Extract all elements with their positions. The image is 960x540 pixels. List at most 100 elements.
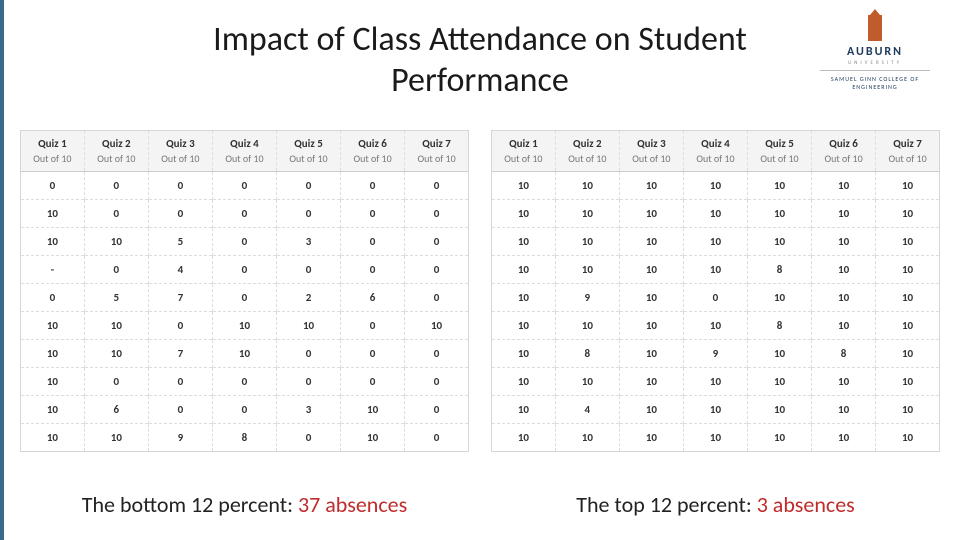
quiz-score-cell: 10 xyxy=(619,340,683,368)
table-row: 1010101081010 xyxy=(492,256,939,284)
quiz-score-cell: 0 xyxy=(277,256,341,284)
quiz-score-cell: 10 xyxy=(812,424,876,452)
auburn-logo: AUBURN UNIVERSITY SAMUEL GINN COLLEGE OF… xyxy=(820,15,930,91)
quiz-header-sub: Out of 10 xyxy=(558,152,617,169)
logo-subtitle: UNIVERSITY xyxy=(820,60,930,66)
quiz-header-label: Quiz 2 xyxy=(102,137,131,150)
quiz-score-cell: 0 xyxy=(212,172,276,200)
table-row: -040000 xyxy=(21,256,468,284)
quiz-score-cell: 10 xyxy=(492,284,555,312)
quiz-score-cell: 0 xyxy=(341,368,405,396)
quiz-score-cell: 10 xyxy=(812,172,876,200)
quiz-score-cell: 10 xyxy=(21,424,84,452)
quiz-header-label: Quiz 3 xyxy=(166,137,195,150)
quiz-score-cell: 10 xyxy=(277,312,341,340)
quiz-score-cell: 10 xyxy=(84,340,148,368)
table-row: 109100101010 xyxy=(492,284,939,312)
table-row: 106003100 xyxy=(21,396,468,424)
quiz-score-cell: 10 xyxy=(876,312,939,340)
table-row: 1041010101010 xyxy=(492,396,939,424)
quiz-header: Quiz 3Out of 10 xyxy=(619,131,683,172)
quiz-score-cell: 10 xyxy=(748,424,812,452)
tables-container: Quiz 1Out of 10Quiz 2Out of 10Quiz 3Out … xyxy=(20,130,940,452)
quiz-header: Quiz 5Out of 10 xyxy=(277,131,341,172)
quiz-score-cell: 3 xyxy=(277,228,341,256)
quiz-score-cell: 10 xyxy=(21,368,84,396)
quiz-score-cell: 10 xyxy=(876,172,939,200)
quiz-score-cell: 0 xyxy=(212,256,276,284)
quiz-score-cell: 10 xyxy=(21,340,84,368)
quiz-score-cell: 0 xyxy=(277,424,341,452)
quiz-header: Quiz 4Out of 10 xyxy=(212,131,276,172)
quiz-header: Quiz 6Out of 10 xyxy=(341,131,405,172)
quiz-score-cell: 10 xyxy=(555,424,619,452)
quiz-score-cell: 10 xyxy=(812,228,876,256)
quiz-score-cell: 10 xyxy=(876,284,939,312)
quiz-score-cell: 10 xyxy=(492,200,555,228)
quiz-score-cell: 10 xyxy=(84,424,148,452)
page-title: Impact of Class Attendance on Student Pe… xyxy=(200,20,760,102)
quiz-score-cell: 10 xyxy=(748,284,812,312)
quiz-score-cell: 0 xyxy=(84,368,148,396)
quiz-score-cell: 10 xyxy=(555,312,619,340)
quiz-header-sub: Out of 10 xyxy=(23,152,82,169)
quiz-score-cell: 0 xyxy=(148,172,212,200)
quiz-score-cell: 10 xyxy=(876,228,939,256)
bottom-caption: The bottom 12 percent: 37 absences xyxy=(20,491,469,518)
quiz-score-cell: 10 xyxy=(619,312,683,340)
quiz-score-cell: 10 xyxy=(21,312,84,340)
quiz-score-cell: 10 xyxy=(555,228,619,256)
quiz-score-cell: 0 xyxy=(405,172,468,200)
quiz-score-cell: 10 xyxy=(84,312,148,340)
quiz-header-label: Quiz 1 xyxy=(509,137,538,150)
quiz-header-sub: Out of 10 xyxy=(622,152,681,169)
logo-divider xyxy=(820,70,930,71)
quiz-header-label: Quiz 5 xyxy=(765,137,794,150)
quiz-score-cell: 0 xyxy=(277,172,341,200)
bottom-caption-highlight: 37 absences xyxy=(298,491,407,518)
quiz-score-cell: 0 xyxy=(212,368,276,396)
top-12-table: Quiz 1Out of 10Quiz 2Out of 10Quiz 3Out … xyxy=(491,130,940,452)
quiz-score-cell: 0 xyxy=(405,256,468,284)
quiz-score-cell: 10 xyxy=(812,256,876,284)
quiz-score-cell: 0 xyxy=(212,228,276,256)
bottom-12-table: Quiz 1Out of 10Quiz 2Out of 10Quiz 3Out … xyxy=(20,130,469,452)
quiz-score-cell: 10 xyxy=(492,172,555,200)
quiz-header: Quiz 1Out of 10 xyxy=(492,131,555,172)
quiz-score-cell: 0 xyxy=(341,312,405,340)
quiz-score-cell: 0 xyxy=(212,396,276,424)
table-row: 10101010101010 xyxy=(492,200,939,228)
quiz-score-cell: 6 xyxy=(341,284,405,312)
quiz-score-cell: 10 xyxy=(405,312,468,340)
bottom-caption-prefix: The bottom 12 percent: xyxy=(82,491,298,518)
quiz-score-cell: 8 xyxy=(555,340,619,368)
quiz-score-cell: 0 xyxy=(277,200,341,228)
quiz-score-cell: 10 xyxy=(748,172,812,200)
table-row: 10000000 xyxy=(21,200,468,228)
quiz-score-cell: 10 xyxy=(555,172,619,200)
table-row: 101050300 xyxy=(21,228,468,256)
quiz-header-sub: Out of 10 xyxy=(151,152,210,169)
quiz-score-cell: 8 xyxy=(748,256,812,284)
quiz-score-cell: 3 xyxy=(277,396,341,424)
quiz-score-cell: 10 xyxy=(619,368,683,396)
quiz-score-cell: 0 xyxy=(212,284,276,312)
quiz-score-cell: 10 xyxy=(748,368,812,396)
quiz-header-label: Quiz 4 xyxy=(701,137,730,150)
quiz-score-cell: 8 xyxy=(748,312,812,340)
quiz-score-cell: 10 xyxy=(619,256,683,284)
quiz-header-sub: Out of 10 xyxy=(750,152,809,169)
quiz-score-cell: 0 xyxy=(405,340,468,368)
table-row: 0570260 xyxy=(21,284,468,312)
quiz-header: Quiz 2 Out of 10 xyxy=(84,131,148,172)
quiz-header: Quiz 6Out of 10 xyxy=(812,131,876,172)
quiz-score-cell: 10 xyxy=(812,200,876,228)
quiz-score-cell: 0 xyxy=(341,172,405,200)
quiz-header: Quiz 3 Out of 10 xyxy=(148,131,212,172)
quiz-header-sub: Out of 10 xyxy=(87,152,146,169)
quiz-header-label: Quiz 7 xyxy=(893,137,922,150)
captions-row: The bottom 12 percent: 37 absences The t… xyxy=(20,491,940,518)
quiz-score-cell: 5 xyxy=(148,228,212,256)
quiz-header-sub: Out of 10 xyxy=(407,152,466,169)
quiz-score-cell: 10 xyxy=(341,424,405,452)
